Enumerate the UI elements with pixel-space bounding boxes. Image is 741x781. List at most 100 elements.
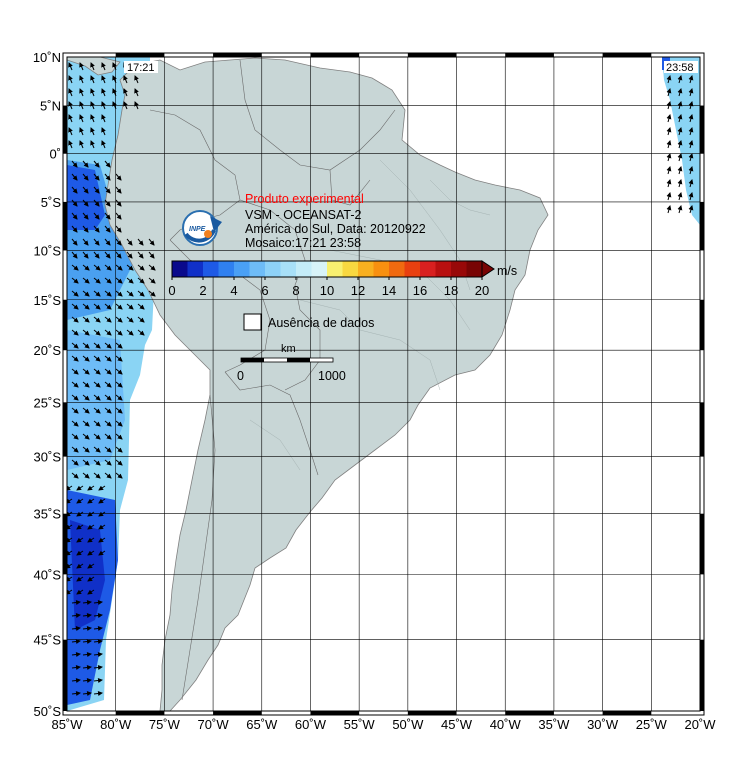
wind-arrow [67,537,73,543]
wind-arrow [101,101,106,110]
wind-arrow [93,626,103,631]
wind-arrow [82,303,90,310]
frame-segment [63,639,67,711]
wind-arrow [93,472,101,479]
colorbar-swatch [280,261,297,277]
wind-arrow [137,277,145,284]
wind-arrow [93,459,101,466]
wind-arrow [71,251,78,259]
wind-arrow [98,524,106,530]
wind-arrow [115,316,123,323]
wind-arrow [93,433,101,440]
scale-start: 0 [237,369,244,383]
wind-arrow [67,589,73,595]
wind-arrow [93,303,101,310]
wind-arrow [137,290,145,297]
pass-time-right-label: 23:58 [666,62,694,74]
wind-arrow [115,251,122,259]
wind-arrow [101,88,106,97]
title-line-2: América do Sul, Data: 20120922 [245,222,426,236]
lon-label: 20˚W [684,717,716,732]
wind-arrow [666,166,672,175]
wind-arrow [104,290,112,297]
colorbar-swatch [435,261,452,277]
wind-arrow [104,420,112,427]
wind-arrow [71,407,79,414]
wind-arrow [87,498,95,504]
wind-arrow [76,589,84,595]
frame-segment [310,711,360,715]
wind-arrow [71,329,79,336]
frame-segment [700,105,704,154]
lat-label: 30˚S [34,450,62,465]
wind-arrow [82,238,89,246]
wind-arrow [71,342,79,349]
colorbar-tick-label: 6 [261,283,268,298]
wind-arrow [93,290,101,297]
colorbar-arrow [481,260,495,278]
frame-segment [213,711,262,715]
wind-arrow [677,205,683,214]
wind-arrow [93,199,100,207]
wind-arrow [115,420,123,427]
frame-segment [63,105,67,154]
wind-arrow [67,511,73,517]
inpe-logo: INPE [182,210,222,246]
frame-segment [700,299,704,351]
colorbar-swatch [404,261,421,277]
wind-arrow [126,277,134,284]
wind-arrow [148,251,155,259]
lon-label: 25˚W [636,717,668,732]
wind-arrow [115,238,122,246]
wind-arrow [677,127,683,136]
wind-arrow [666,140,672,149]
wind-arrow [82,160,89,168]
wind-arrow [71,472,79,479]
wind-arrow [93,355,101,362]
wind-arrow [71,290,79,297]
wind-arrow [71,639,81,644]
wind-arrow [688,153,694,162]
wind-arrow [82,381,90,388]
colorbar-swatch [187,261,204,277]
lat-label: 10˚S [34,243,62,258]
wind-arrow [71,626,81,631]
frame-segment [505,711,554,715]
frame-segment [602,53,652,57]
wind-arrow [104,212,111,220]
wind-arrow [71,665,81,670]
colorbar-tick-label: 8 [292,283,299,298]
wind-arrow [137,303,145,310]
wind-arrow [101,140,106,149]
wind-arrow [82,368,90,375]
wind-arrow [76,511,84,517]
lat-label: 25˚S [34,395,62,410]
wind-arrow [134,88,139,97]
wind-arrow [90,127,95,136]
wind-arrow [76,537,84,543]
lat-label: 40˚S [34,567,62,582]
wind-arrow [104,173,111,181]
wind-arrow [98,550,106,556]
wind-arrow [666,205,672,214]
wind-arrow [93,264,101,271]
frame-segment [63,513,67,575]
lon-label: 75˚W [149,717,181,732]
colorbar-swatch [203,261,219,277]
wind-arrow [666,179,672,188]
wind-arrow [87,511,95,517]
wind-arrow [688,166,694,175]
wind-arrow [82,277,90,284]
wind-arrow [87,550,95,556]
frame-segment [115,53,165,57]
wind-arrow [67,576,73,582]
wind-arrow [104,433,112,440]
colorbar-tick-label: 0 [168,283,175,298]
wind-arrow [677,179,683,188]
wind-arrow [71,264,79,271]
wind-arrow [82,678,92,683]
wind-arrow [93,420,101,427]
wind-arrow [688,179,694,188]
wind-arrow [666,114,672,123]
wind-arrow [76,524,84,530]
